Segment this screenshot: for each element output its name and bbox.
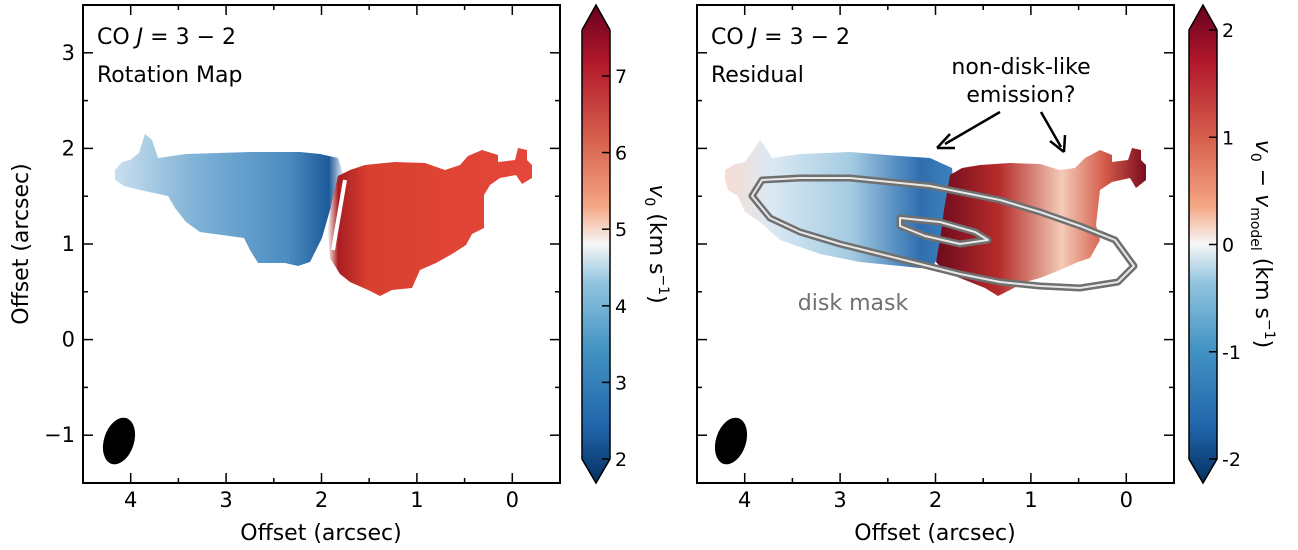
x-axis-label-left: Offset (arcsec) — [240, 521, 402, 546]
y-tick-label: 2 — [62, 136, 75, 160]
panel-label-right: CO J = 3 − 2 — [711, 25, 850, 50]
colorbar-tick-label: 2 — [615, 449, 627, 471]
annotation-arrows — [936, 110, 1067, 153]
colorbar-tick-label: 2 — [1222, 20, 1234, 42]
x-tick-label: 3 — [833, 488, 846, 512]
colorbar-tick-label: 0 — [1222, 235, 1234, 257]
ticks-right — [697, 5, 1174, 483]
colorbar-tick-label: 5 — [615, 219, 627, 241]
ticks-left — [83, 5, 560, 483]
colorbar-tick-label: 6 — [615, 143, 627, 165]
disk-mask-label: disk mask — [798, 291, 909, 316]
rotation-heatmap — [115, 134, 532, 296]
residual-red-lobe — [936, 148, 1146, 296]
x-tick-label: 4 — [124, 488, 137, 512]
y-tick-labels-left: 3 2 1 0 −1 — [44, 41, 75, 447]
colorbar-tick-label: 7 — [615, 66, 627, 88]
beam-ellipse-residual — [714, 417, 748, 465]
y-tick-label: 1 — [62, 232, 75, 256]
panel-subtitle-left: Rotation Map — [97, 63, 242, 88]
y-tick-label: −1 — [44, 423, 75, 447]
colorbar-tick-label: -2 — [1222, 449, 1241, 471]
x-tick-label: 2 — [315, 488, 328, 512]
panel-subtitle-right: Residual — [711, 63, 804, 88]
colorbar-right-ticks: 2 1 0 -1 -2 — [1209, 20, 1241, 471]
annotation-line2: emission? — [966, 83, 1075, 108]
colorbar-tick-label: 4 — [615, 296, 627, 318]
panel-label-left: CO J = 3 − 2 — [97, 25, 236, 50]
x-axis-label-right: Offset (arcsec) — [854, 521, 1016, 546]
disk-mask-contour — [748, 174, 1138, 292]
x-tick-labels-left: 4 3 2 1 0 — [124, 488, 519, 512]
colorbar-left-ticks: 7 6 5 4 3 2 — [602, 66, 627, 471]
colorbar-tick-label: -1 — [1222, 342, 1241, 364]
colorbar-tick-label: 1 — [1222, 127, 1234, 149]
x-tick-label: 0 — [1120, 488, 1133, 512]
x-tick-labels-right: 4 3 2 1 0 — [738, 488, 1133, 512]
x-tick-label: 4 — [738, 488, 751, 512]
y-tick-label: 0 — [62, 328, 75, 352]
colorbar-left-label: v0 (km s−1) — [641, 184, 671, 303]
blue-lobe — [115, 134, 345, 266]
panel-rotation-map: CO J = 3 − 2 Rotation Map Offset (arcsec… — [9, 4, 561, 546]
x-tick-label: 1 — [410, 488, 423, 512]
beam-ellipse — [102, 417, 136, 465]
colorbar-right: 2 1 0 -1 -2 v0 − vmodel (km s−1) — [1188, 3, 1277, 485]
residual-blue-lobe — [725, 140, 955, 268]
y-tick-label: 3 — [62, 41, 75, 65]
x-tick-label: 3 — [219, 488, 232, 512]
annotation-line1: non-disk-like — [951, 55, 1090, 80]
residual-heatmap — [725, 140, 1146, 296]
panel-residual: CO J = 3 − 2 Residual non-disk-like emis… — [696, 4, 1175, 546]
colorbar-left: 7 6 5 4 3 2 v0 (km s−1) — [581, 3, 671, 485]
colorbar-tick-label: 3 — [615, 372, 627, 394]
y-axis-label: Offset (arcsec) — [9, 163, 34, 325]
colorbar-right-label: v0 − vmodel (km s−1) — [1247, 140, 1277, 348]
x-tick-label: 1 — [1024, 488, 1037, 512]
red-lobe — [328, 148, 532, 296]
x-tick-label: 2 — [929, 488, 942, 512]
x-tick-label: 0 — [506, 488, 519, 512]
